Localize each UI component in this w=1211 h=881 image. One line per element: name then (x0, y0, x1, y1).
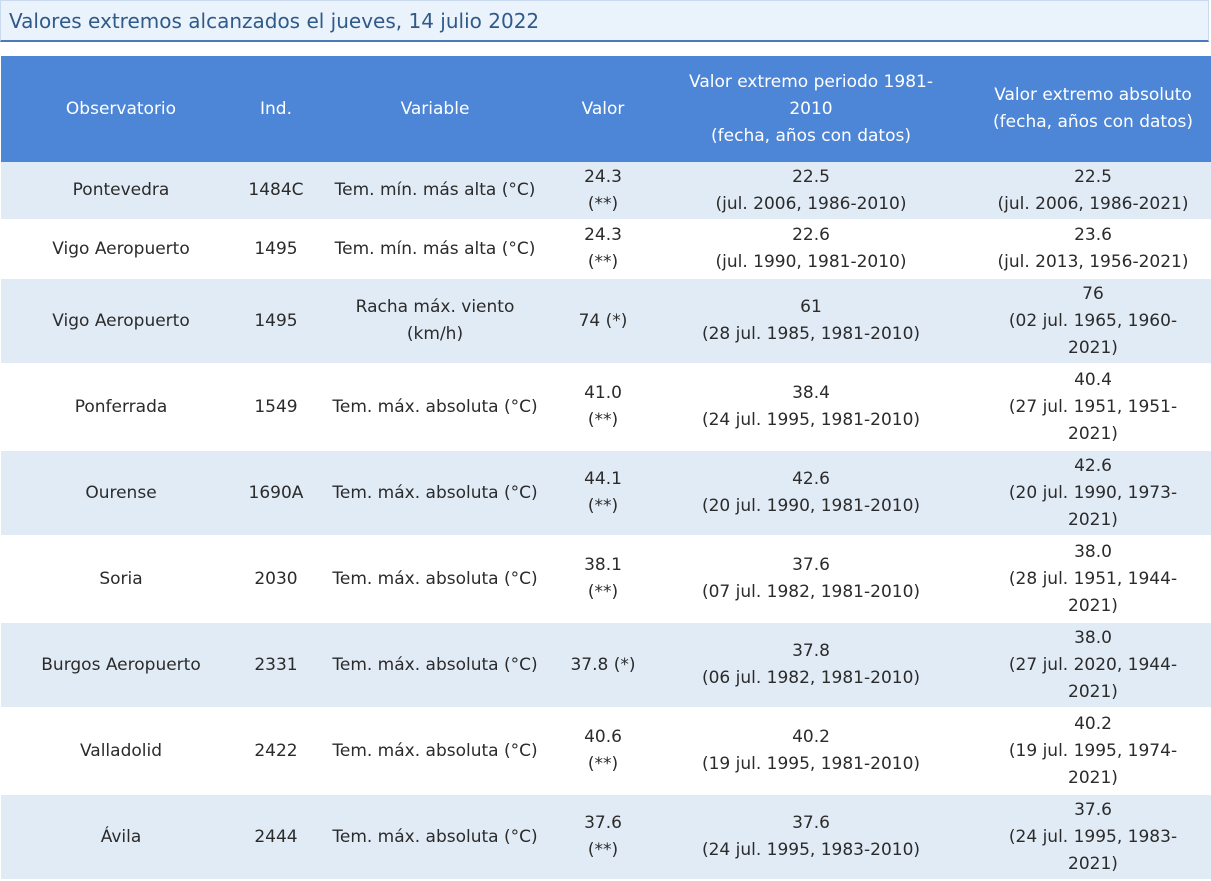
cell-periodo: 61 (28 jul. 1985, 1981-2010) (647, 278, 975, 365)
cell-absoluto: 42.6 (20 jul. 1990, 1973- 2021) (975, 450, 1211, 537)
title-bar: Valores extremos alcanzados el jueves, 1… (0, 0, 1209, 42)
cell-absoluto: 22.5 (jul. 2006, 1986-2021) (975, 162, 1211, 221)
header-valor: Valor (559, 56, 647, 162)
cell-variable: Tem. máx. absoluta (°C) (311, 622, 559, 709)
cell-variable: Tem. mín. más alta (°C) (311, 162, 559, 221)
cell-variable: Racha máx. viento (km/h) (311, 278, 559, 365)
table-row: Ávila 2444 Tem. máx. absoluta (°C) 37.6 … (1, 794, 1211, 881)
table-row: Burgos Aeropuerto 2331 Tem. máx. absolut… (1, 622, 1211, 709)
cell-valor: 24.3 (**) (559, 162, 647, 221)
cell-observatorio: Soria (1, 536, 241, 623)
cell-absoluto: 38.0 (28 jul. 1951, 1944- 2021) (975, 536, 1211, 623)
header-absoluto: Valor extremo absoluto (fecha, años con … (975, 56, 1211, 162)
cell-observatorio: Valladolid (1, 708, 241, 795)
table-row: Vigo Aeropuerto 1495 Racha máx. viento (… (1, 278, 1211, 365)
cell-ind: 2422 (241, 708, 311, 795)
cell-valor: 40.6 (**) (559, 708, 647, 795)
header-observatorio: Observatorio (1, 56, 241, 162)
header-variable: Variable (311, 56, 559, 162)
cell-valor: 24.3 (**) (559, 220, 647, 279)
cell-absoluto: 37.6 (24 jul. 1995, 1983- 2021) (975, 794, 1211, 881)
cell-ind: 1484C (241, 162, 311, 221)
cell-periodo: 37.6 (24 jul. 1995, 1983-2010) (647, 794, 975, 881)
cell-valor: 44.1 (**) (559, 450, 647, 537)
cell-observatorio: Ávila (1, 794, 241, 881)
table-row: Vigo Aeropuerto 1495 Tem. mín. más alta … (1, 220, 1211, 279)
cell-valor: 38.1 (**) (559, 536, 647, 623)
cell-ind: 2331 (241, 622, 311, 709)
cell-ind: 1690A (241, 450, 311, 537)
cell-observatorio: Vigo Aeropuerto (1, 278, 241, 365)
cell-valor: 37.6 (**) (559, 794, 647, 881)
table-row: Valladolid 2422 Tem. máx. absoluta (°C) … (1, 708, 1211, 795)
cell-variable: Tem. máx. absoluta (°C) (311, 536, 559, 623)
cell-absoluto: 40.2 (19 jul. 1995, 1974- 2021) (975, 708, 1211, 795)
cell-ind: 2444 (241, 794, 311, 881)
cell-variable: Tem. máx. absoluta (°C) (311, 794, 559, 881)
cell-periodo: 22.5 (jul. 2006, 1986-2010) (647, 162, 975, 221)
cell-variable: Tem. máx. absoluta (°C) (311, 708, 559, 795)
cell-variable: Tem. máx. absoluta (°C) (311, 364, 559, 451)
cell-observatorio: Pontevedra (1, 162, 241, 221)
table-row: Pontevedra 1484C Tem. mín. más alta (°C)… (1, 162, 1211, 221)
cell-ind: 1549 (241, 364, 311, 451)
table-row: Ourense 1690A Tem. máx. absoluta (°C) 44… (1, 450, 1211, 537)
page-title: Valores extremos alcanzados el jueves, 1… (9, 9, 540, 33)
cell-periodo: 38.4 (24 jul. 1995, 1981-2010) (647, 364, 975, 451)
cell-periodo: 22.6 (jul. 1990, 1981-2010) (647, 220, 975, 279)
cell-observatorio: Vigo Aeropuerto (1, 220, 241, 279)
cell-valor: 41.0 (**) (559, 364, 647, 451)
cell-periodo: 40.2 (19 jul. 1995, 1981-2010) (647, 708, 975, 795)
cell-periodo: 42.6 (20 jul. 1990, 1981-2010) (647, 450, 975, 537)
cell-absoluto: 23.6 (jul. 2013, 1956-2021) (975, 220, 1211, 279)
cell-absoluto: 76 (02 jul. 1965, 1960- 2021) (975, 278, 1211, 365)
cell-ind: 1495 (241, 220, 311, 279)
extremes-table: Observatorio Ind. Variable Valor Valor e… (1, 56, 1211, 881)
cell-ind: 2030 (241, 536, 311, 623)
table-row: Ponferrada 1549 Tem. máx. absoluta (°C) … (1, 364, 1211, 451)
cell-observatorio: Ourense (1, 450, 241, 537)
header-ind: Ind. (241, 56, 311, 162)
cell-absoluto: 40.4 (27 jul. 1951, 1951- 2021) (975, 364, 1211, 451)
cell-ind: 1495 (241, 278, 311, 365)
cell-variable: Tem. mín. más alta (°C) (311, 220, 559, 279)
cell-periodo: 37.6 (07 jul. 1982, 1981-2010) (647, 536, 975, 623)
header-periodo: Valor extremo periodo 1981- 2010 (fecha,… (647, 56, 975, 162)
cell-observatorio: Ponferrada (1, 364, 241, 451)
cell-absoluto: 38.0 (27 jul. 2020, 1944- 2021) (975, 622, 1211, 709)
cell-observatorio: Burgos Aeropuerto (1, 622, 241, 709)
table-row: Soria 2030 Tem. máx. absoluta (°C) 38.1 … (1, 536, 1211, 623)
cell-periodo: 37.8 (06 jul. 1982, 1981-2010) (647, 622, 975, 709)
cell-valor: 37.8 (*) (559, 622, 647, 709)
cell-variable: Tem. máx. absoluta (°C) (311, 450, 559, 537)
table-header-row: Observatorio Ind. Variable Valor Valor e… (1, 56, 1211, 162)
cell-valor: 74 (*) (559, 278, 647, 365)
